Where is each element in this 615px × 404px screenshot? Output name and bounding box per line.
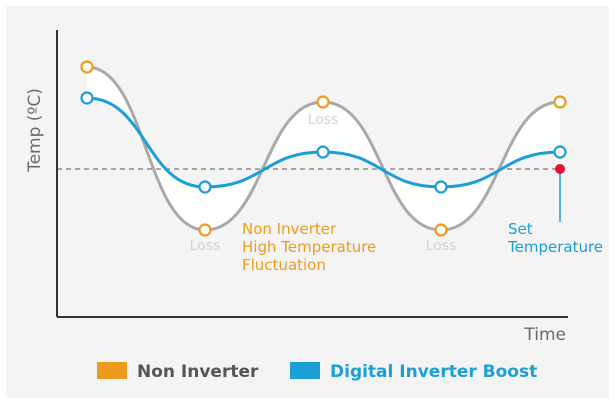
annotation-line-2: High Temperature (242, 238, 376, 256)
inverter-point (434, 180, 448, 194)
inverter-point (553, 145, 567, 159)
non-inverter-point (316, 95, 330, 109)
legend-swatch-non-inverter (97, 362, 127, 379)
non-inverter-point (434, 223, 448, 237)
non-inverter-point (80, 60, 94, 74)
chart-panel (6, 6, 609, 398)
legend-label-inverter: Digital Inverter Boost (330, 362, 537, 382)
non-inverter-point (553, 95, 567, 109)
inverter-point (198, 180, 212, 194)
legend-swatch-inverter (290, 362, 320, 379)
inverter-point (316, 145, 330, 159)
inverter-point (80, 91, 94, 105)
annotation-line-3: Fluctuation (242, 256, 326, 274)
x-axis-label: Time (523, 325, 566, 345)
legend-label-non-inverter: Non Inverter (137, 362, 259, 382)
loss-label: Loss (308, 112, 339, 128)
loss-label: Loss (190, 238, 221, 254)
loss-label: Loss (426, 238, 457, 254)
y-axis-label: Temp (ºC) (25, 88, 45, 173)
annotation-line-1: Non Inverter (242, 220, 337, 238)
non-inverter-point (198, 223, 212, 237)
set-temperature-label-1: Set (508, 220, 533, 238)
set-temperature-label-2: Temperature (507, 238, 603, 256)
set-temperature-point (555, 164, 565, 174)
